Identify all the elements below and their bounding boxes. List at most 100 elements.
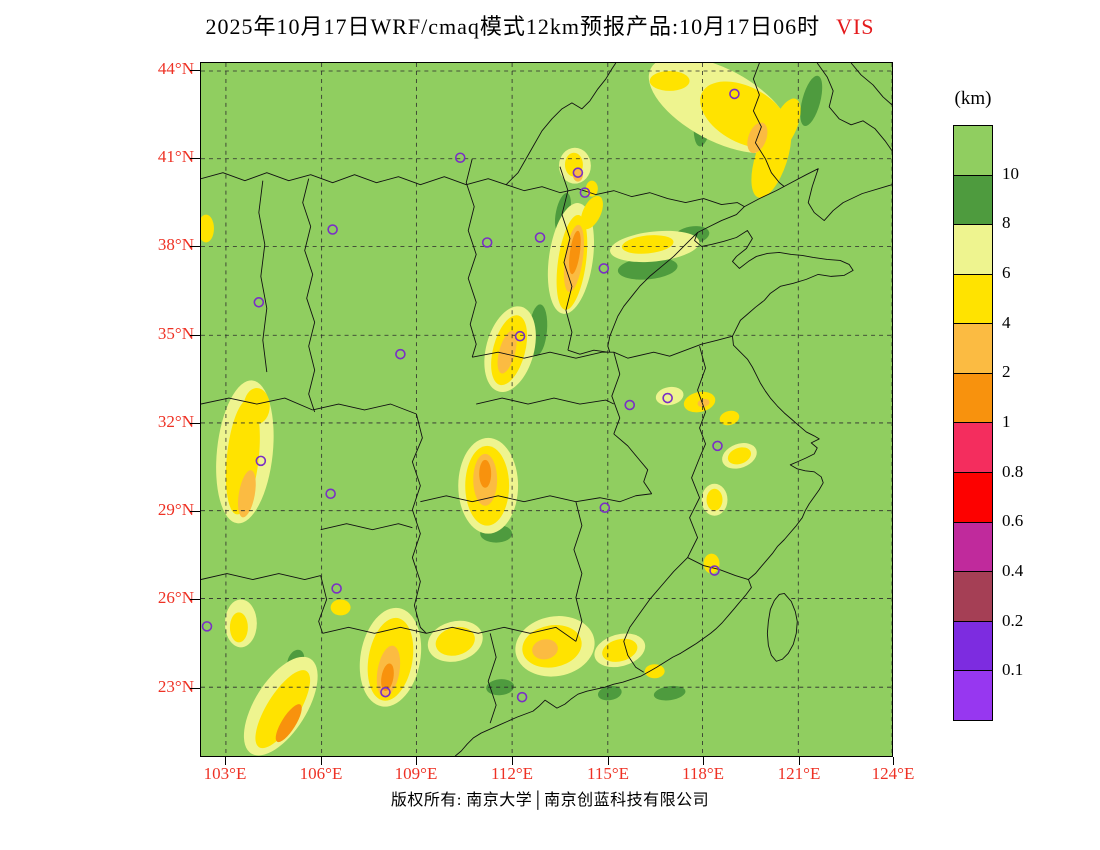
province-boundary <box>567 349 608 355</box>
station-marker <box>481 237 493 248</box>
colorbar-segment <box>954 620 992 671</box>
province-boundary <box>623 557 688 673</box>
station-marker <box>572 167 584 178</box>
colorbar-unit-label: (km) <box>954 88 992 109</box>
province-boundary <box>752 63 785 187</box>
lat-label: 32°N <box>157 412 194 431</box>
forecast-map <box>200 62 893 757</box>
colorbar-segment <box>954 224 992 274</box>
province-boundary <box>312 403 417 415</box>
station-marker <box>454 152 466 164</box>
visibility-patch-py <box>655 386 684 406</box>
page-title: 2025年10月17日WRF/cmaq模式12km预报产品:10月17日06时 V… <box>0 9 1080 41</box>
lat-label: 38°N <box>157 235 194 254</box>
station-marker <box>201 621 213 632</box>
province-boundary <box>201 397 313 411</box>
province-boundary <box>505 184 745 207</box>
colorbar-segment <box>954 323 992 373</box>
visibility-patch-dg <box>800 75 823 127</box>
visibility-patch-y <box>703 553 720 574</box>
visibility-patch-y <box>255 670 311 749</box>
visibility-patch-lo <box>532 639 558 660</box>
colorbar-tick-label: 10 <box>1002 163 1019 183</box>
lat-tick <box>190 599 200 600</box>
visibility-patch-y <box>243 388 270 424</box>
station-marker <box>327 224 338 235</box>
province-boundary <box>420 493 652 503</box>
colorbar-tick-label: 6 <box>1002 263 1011 282</box>
lat-label: 44°N <box>157 59 194 78</box>
colorbar <box>953 125 993 721</box>
copyright-footer: 版权所有: 南京大学│南京创蓝科技有限公司 <box>390 792 710 809</box>
province-boundary <box>322 626 577 642</box>
lat-tick <box>190 423 200 424</box>
station-marker <box>253 297 265 308</box>
visibility-patch-y <box>644 664 665 679</box>
visibility-patch-y <box>706 488 723 511</box>
province-boundary <box>476 397 615 405</box>
colorbar-tick-label: 1 <box>1002 412 1011 431</box>
lon-tick <box>225 757 226 765</box>
visibility-patch-y <box>580 195 603 230</box>
visibility-patch-lo <box>497 330 517 374</box>
lon-label: 112°E <box>490 764 534 783</box>
visibility-patch-lo <box>697 398 710 408</box>
province-boundary <box>607 232 698 353</box>
station-marker <box>729 88 740 100</box>
station-marker <box>331 583 342 594</box>
province-boundary <box>559 166 573 351</box>
colorbar-tick-label: 0.8 <box>1002 461 1024 481</box>
lon-label: 118°E <box>681 764 725 783</box>
title-variable-label: VIS <box>836 14 875 39</box>
title-text: 2025年10月17日WRF/cmaq模式12km预报产品:10月17日06时 <box>205 14 821 39</box>
station-marker <box>599 502 611 514</box>
lat-tick <box>190 246 200 247</box>
visibility-patch-lo <box>237 470 256 518</box>
taiwan-island <box>766 592 798 662</box>
lon-label: 115°E <box>586 764 630 783</box>
lat-label: 41°N <box>157 147 194 166</box>
lon-tick <box>799 757 800 765</box>
lat-tick <box>190 511 200 512</box>
visibility-patch-y <box>435 626 475 656</box>
province-boundary <box>318 575 328 634</box>
lon-label: 109°E <box>394 764 438 783</box>
visibility-patch-y <box>229 612 248 643</box>
visibility-patch-y <box>751 117 792 198</box>
province-boundary <box>850 63 892 106</box>
lon-tick <box>512 757 513 765</box>
visibility-patch-y <box>621 235 674 254</box>
colorbar-tick-label: 2 <box>1002 362 1011 382</box>
province-boundary <box>411 413 427 634</box>
lat-tick <box>190 688 200 689</box>
lon-tick <box>416 757 417 765</box>
station-marker <box>255 455 267 467</box>
station-marker <box>395 348 406 360</box>
lat-label: 29°N <box>157 500 194 519</box>
station-marker <box>709 565 720 576</box>
province-boundary <box>201 573 321 580</box>
province-boundary <box>816 63 892 152</box>
visibility-patch-lo <box>572 167 583 182</box>
colorbar-tick-label: 8 <box>1002 213 1011 233</box>
province-boundary <box>697 346 706 459</box>
station-marker <box>325 488 336 500</box>
colorbar-tick-label: 0.2 <box>1002 610 1024 630</box>
colorbar-segment <box>954 372 992 423</box>
map-canvas <box>201 63 892 756</box>
lon-tick <box>608 757 609 765</box>
colorbar-segment <box>954 174 992 225</box>
colorbar-segment <box>954 422 992 473</box>
colorbar-segment <box>954 126 992 175</box>
visibility-patch-y <box>727 447 752 465</box>
province-boundary <box>687 457 701 558</box>
visibility-patch-y <box>201 214 214 243</box>
visibility-patch-y <box>719 410 740 426</box>
lat-tick <box>190 70 200 71</box>
visibility-patch-dg <box>597 686 622 701</box>
station-marker <box>516 691 528 703</box>
lon-label: 106°E <box>299 764 343 783</box>
province-boundary <box>465 158 477 358</box>
station-marker <box>624 399 636 411</box>
colorbar-segment <box>954 472 992 522</box>
